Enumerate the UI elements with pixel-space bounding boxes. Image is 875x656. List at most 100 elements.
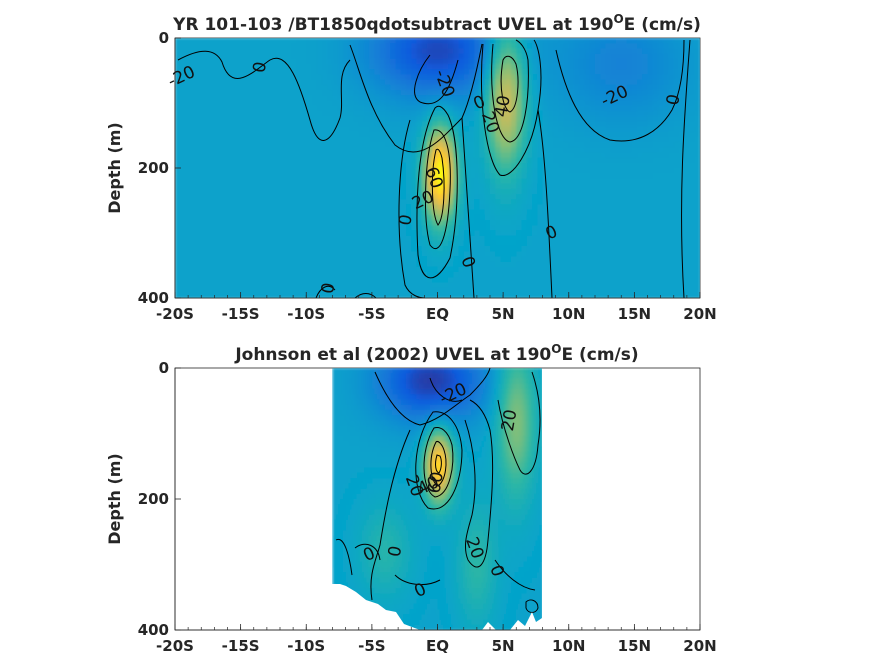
top-heatmap-cell — [432, 131, 439, 138]
top-heatmap-cell — [521, 147, 528, 153]
top-heatmap-cell — [311, 84, 318, 91]
top-heatmap-cell — [238, 256, 244, 263]
top-heatmap-cell — [400, 79, 407, 86]
top-heatmap-cell — [553, 110, 559, 117]
top-heatmap-cell — [269, 235, 276, 242]
top-heatmap-cell — [553, 74, 559, 81]
top-heatmap-cell — [490, 251, 496, 257]
top-heatmap-cell — [222, 261, 229, 268]
top-heatmap-cell — [574, 220, 580, 226]
top-heatmap-cell — [395, 69, 402, 75]
top-heatmap-cell — [610, 157, 617, 164]
top-heatmap-cell — [579, 272, 586, 278]
top-heatmap-cell — [374, 277, 381, 283]
top-heatmap-cell — [264, 142, 271, 148]
top-heatmap-cell — [679, 79, 685, 86]
top-heatmap-cell — [532, 53, 538, 60]
top-heatmap-cell — [547, 173, 554, 179]
top-heatmap-cell — [259, 235, 265, 242]
top-heatmap-cell — [337, 173, 344, 179]
top-heatmap-cell — [206, 152, 213, 159]
top-heatmap-cell — [658, 251, 664, 257]
top-heatmap-cell — [343, 168, 349, 174]
top-heatmap-cell — [437, 246, 444, 252]
top-heatmap-cell — [280, 147, 286, 153]
top-heatmap-cell — [479, 282, 486, 289]
top-heatmap-cell — [542, 162, 549, 169]
top-heatmap-cell — [505, 126, 512, 133]
top-heatmap-cell — [253, 90, 260, 96]
top-heatmap-cell — [390, 136, 397, 143]
top-heatmap-cell — [343, 194, 349, 200]
top-heatmap-cell — [511, 282, 517, 289]
top-heatmap-cell — [306, 220, 313, 226]
top-heatmap-cell — [595, 287, 601, 294]
top-heatmap-cell — [474, 136, 481, 143]
top-heatmap-cell — [484, 199, 491, 205]
top-heatmap-cell — [694, 225, 700, 231]
top-heatmap-cell — [511, 74, 517, 81]
top-heatmap-cell — [259, 173, 265, 179]
top-heatmap-cell — [463, 79, 470, 86]
top-heatmap-cell — [448, 266, 454, 273]
top-heatmap-cell — [385, 152, 391, 159]
top-heatmap-cell — [574, 272, 580, 278]
top-heatmap-cell — [663, 266, 670, 273]
top-heatmap-cell — [343, 277, 349, 283]
top-heatmap-cell — [248, 100, 255, 107]
top-heatmap-cell — [448, 105, 454, 112]
top-heatmap-cell — [421, 95, 428, 101]
top-heatmap-cell — [574, 188, 580, 195]
top-heatmap-cell — [505, 116, 512, 122]
top-heatmap-cell — [295, 261, 302, 268]
top-heatmap-cell — [679, 95, 685, 101]
top-heatmap-cell — [311, 220, 318, 226]
top-heatmap-cell — [621, 225, 628, 231]
top-heatmap-cell — [500, 230, 507, 237]
top-heatmap-cell — [647, 69, 654, 75]
top-heatmap-cell — [621, 173, 628, 179]
top-heatmap-cell — [232, 157, 239, 164]
top-heatmap-cell — [406, 204, 412, 211]
top-heatmap-cell — [369, 282, 376, 289]
top-heatmap-cell — [364, 79, 370, 86]
top-heatmap-cell — [369, 147, 376, 153]
top-heatmap-cell — [374, 136, 381, 143]
top-heatmap-cell — [311, 43, 318, 49]
top-heatmap-cell — [600, 116, 607, 122]
top-heatmap-cell — [479, 246, 486, 252]
top-heatmap-cell — [642, 168, 649, 174]
top-heatmap-cell — [453, 168, 460, 174]
top-heatmap-cell — [453, 95, 460, 101]
top-heatmap-cell — [259, 251, 265, 257]
top-heatmap-cell — [322, 64, 328, 70]
top-heatmap-cell — [327, 162, 334, 169]
top-heatmap-cell — [196, 53, 202, 60]
top-heatmap-cell — [411, 209, 418, 216]
top-heatmap-cell — [201, 90, 208, 96]
top-heatmap-cell — [673, 173, 680, 179]
top-heatmap-cell — [511, 131, 517, 138]
top-heatmap-cell — [558, 277, 565, 283]
top-heatmap-cell — [358, 90, 365, 96]
top-heatmap-cell — [652, 147, 659, 153]
top-heatmap-cell — [369, 116, 376, 122]
top-heatmap-cell — [390, 126, 397, 133]
top-heatmap-cell — [180, 230, 187, 237]
top-heatmap-cell — [432, 126, 439, 133]
top-heatmap-cell — [484, 90, 491, 96]
top-heatmap-cell — [285, 282, 292, 289]
top-heatmap-cell — [358, 240, 365, 247]
top-heatmap-cell — [306, 121, 313, 127]
top-heatmap-cell — [337, 256, 344, 263]
top-heatmap-cell — [532, 261, 538, 268]
top-heatmap-cell — [248, 204, 255, 211]
top-heatmap-cell — [658, 199, 664, 205]
top-heatmap-cell — [369, 152, 376, 159]
top-heatmap-cell — [274, 95, 281, 101]
top-heatmap-cell — [589, 58, 596, 65]
top-heatmap-cell — [547, 183, 554, 190]
top-heatmap-cell — [647, 79, 654, 86]
top-heatmap-cell — [479, 261, 486, 268]
top-heatmap-cell — [516, 183, 523, 190]
